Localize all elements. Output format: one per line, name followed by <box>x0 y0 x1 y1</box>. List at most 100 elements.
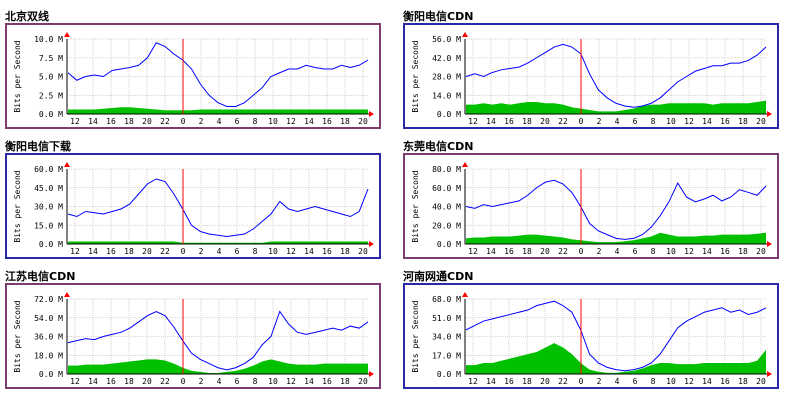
y-tick-label: 80.0 M <box>432 165 461 174</box>
x-tick-label: 12 <box>468 117 478 126</box>
chart-title: 衡阳电信下载 <box>5 140 71 153</box>
x-tick-label: 4 <box>615 247 620 256</box>
x-tick-label: 4 <box>217 377 222 386</box>
chart-title: 北京双线 <box>5 10 49 23</box>
x-tick-label: 2 <box>597 377 602 386</box>
series-in-area <box>466 343 766 374</box>
x-tick-label: 14 <box>486 247 496 256</box>
y-tick-label: 42.0 M <box>432 54 461 63</box>
x-tick-label: 0 <box>181 117 186 126</box>
x-tick-label: 14 <box>486 377 496 386</box>
chart-frame: Bits per Second 0.0 M 14.0 M 28.0 M 42.0 M 56… <box>403 23 779 129</box>
y-tick-label: 72.0 M <box>34 295 63 304</box>
y-axis-label: Bits per Second <box>13 300 22 372</box>
traffic-chart: Bits per Second 0.0 M 2.5 M 5.0 M 7.5 M 10.0 … <box>13 32 374 126</box>
x-tick-label: 14 <box>304 377 314 386</box>
chart-frame: Bits per Second 0.0 M 17.0 M 34.0 M 51.0 M 68… <box>403 283 779 389</box>
x-tick-label: 20 <box>540 377 550 386</box>
x-tick-label: 12 <box>468 247 478 256</box>
y-tick-label: 0.0 M <box>437 240 461 249</box>
y-axis-arrow <box>462 32 468 37</box>
x-tick-label: 18 <box>738 247 748 256</box>
y-axis-label: Bits per Second <box>411 170 420 242</box>
x-axis-arrow <box>369 241 374 247</box>
chart-card-3: 东莞电信CDN Bits per Second 0.0 M 20.0 M 40.0 M… <box>403 138 793 271</box>
series-out-line <box>465 179 767 240</box>
x-tick-label: 18 <box>522 117 532 126</box>
series-out-line <box>67 42 369 107</box>
x-tick-label: 0 <box>181 377 186 386</box>
x-tick-label: 16 <box>106 247 116 256</box>
x-tick-label: 12 <box>684 117 694 126</box>
x-tick-label: 2 <box>597 117 602 126</box>
chart-card-2: 衡阳电信下载 Bits per Second 0.0 M 15.0 M 30.0 M 4… <box>5 138 395 271</box>
chart-frame: Bits per Second 0.0 M 15.0 M 30.0 M 45.0 M 60… <box>5 153 381 259</box>
x-tick-label: 12 <box>70 247 80 256</box>
x-tick-label: 10 <box>666 377 676 386</box>
x-tick-label: 22 <box>160 247 170 256</box>
x-tick-label: 0 <box>579 377 584 386</box>
x-tick-label: 2 <box>597 247 602 256</box>
x-tick-label: 8 <box>253 377 258 386</box>
y-tick-label: 0.0 M <box>39 110 63 119</box>
x-tick-label: 22 <box>558 247 568 256</box>
series-in-area <box>68 359 368 374</box>
x-tick-label: 10 <box>666 117 676 126</box>
x-tick-label: 20 <box>358 377 368 386</box>
y-tick-label: 56.0 M <box>432 35 461 44</box>
x-tick-label: 20 <box>756 377 766 386</box>
x-tick-label: 8 <box>651 377 656 386</box>
y-tick-label: 45.0 M <box>34 184 63 193</box>
x-tick-label: 12 <box>286 247 296 256</box>
y-tick-label: 0.0 M <box>39 240 63 249</box>
series-in-area <box>466 100 766 114</box>
x-tick-label: 12 <box>70 377 80 386</box>
y-tick-label: 0.0 M <box>437 370 461 379</box>
y-tick-label: 28.0 M <box>432 73 461 82</box>
y-axis-label: Bits per Second <box>13 170 22 242</box>
x-tick-label: 18 <box>340 377 350 386</box>
y-tick-label: 40.0 M <box>432 203 461 212</box>
chart-frame: Bits per Second 0.0 M 20.0 M 40.0 M 60.0 M 80… <box>403 153 779 259</box>
y-tick-label: 7.5 M <box>39 54 63 63</box>
x-tick-label: 16 <box>322 247 332 256</box>
x-tick-label: 18 <box>124 247 134 256</box>
x-tick-label: 12 <box>70 117 80 126</box>
y-tick-label: 30.0 M <box>34 203 63 212</box>
x-tick-label: 14 <box>486 117 496 126</box>
x-tick-label: 0 <box>579 247 584 256</box>
x-tick-label: 0 <box>579 117 584 126</box>
x-tick-label: 12 <box>684 377 694 386</box>
y-tick-label: 36.0 M <box>34 333 63 342</box>
x-tick-label: 10 <box>268 377 278 386</box>
chart-title: 江苏电信CDN <box>5 270 76 283</box>
y-tick-label: 10.0 M <box>34 35 63 44</box>
chart-title: 东莞电信CDN <box>403 140 474 153</box>
x-tick-label: 20 <box>540 247 550 256</box>
y-tick-label: 60.0 M <box>432 184 461 193</box>
x-tick-label: 6 <box>633 377 638 386</box>
x-tick-label: 18 <box>124 117 134 126</box>
y-axis-label: Bits per Second <box>13 40 22 112</box>
x-axis-arrow <box>767 241 772 247</box>
x-tick-label: 14 <box>88 377 98 386</box>
y-tick-label: 18.0 M <box>34 351 63 360</box>
y-axis-arrow <box>64 292 70 297</box>
y-axis-arrow <box>64 162 70 167</box>
x-tick-label: 6 <box>235 117 240 126</box>
x-tick-label: 20 <box>358 117 368 126</box>
series-in-area <box>68 107 368 114</box>
x-tick-label: 16 <box>504 377 514 386</box>
y-axis-arrow <box>462 292 468 297</box>
chart-card-4: 江苏电信CDN Bits per Second 0.0 M 18.0 M 36.0 M… <box>5 268 395 401</box>
x-axis-arrow <box>369 371 374 377</box>
x-tick-label: 14 <box>88 247 98 256</box>
chart-frame: Bits per Second 0.0 M 2.5 M 5.0 M 7.5 M 10.0 … <box>5 23 381 129</box>
y-tick-label: 51.0 M <box>432 314 461 323</box>
x-tick-label: 20 <box>142 117 152 126</box>
x-tick-label: 4 <box>615 377 620 386</box>
x-tick-label: 14 <box>304 117 314 126</box>
chart-card-1: 衡阳电信CDN Bits per Second 0.0 M 14.0 M 28.0 M… <box>403 8 793 141</box>
x-tick-label: 18 <box>522 377 532 386</box>
